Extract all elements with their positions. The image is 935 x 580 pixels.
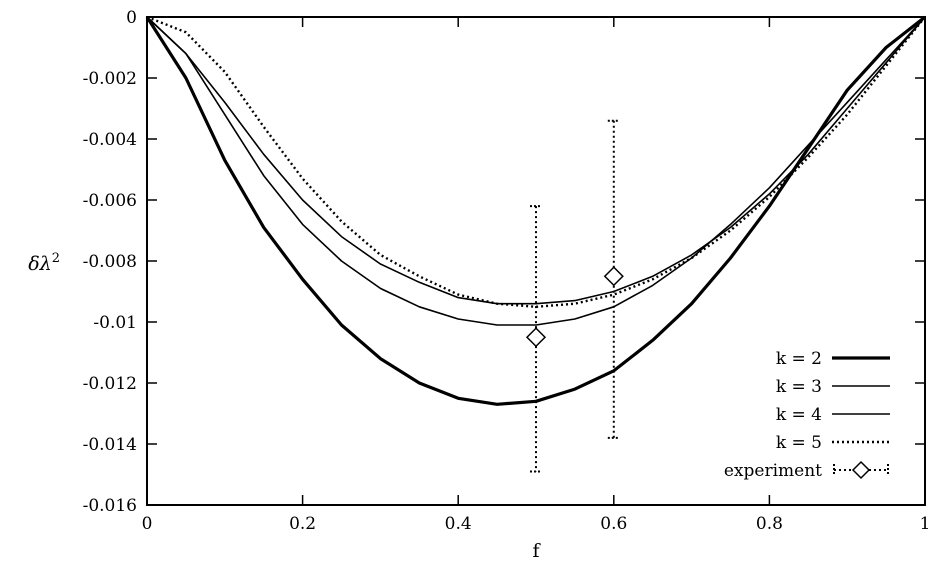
tick-labels: 0 0.2 0.4 0.6 0.8 1 0 -0.002 -0.004 -0.006 -0.008 -… — [83, 8, 931, 534]
y-tick-label: -0.016 — [83, 496, 137, 516]
y-tick-label: -0.014 — [83, 435, 137, 455]
y-axis-title-main: δλ — [28, 253, 51, 275]
x-tick-label: 1 — [920, 514, 931, 534]
x-tick-label: 0.2 — [289, 514, 316, 534]
series-line-k4 — [146, 16, 926, 305]
y-tick-label: -0.004 — [83, 130, 137, 150]
x-tick-label: 0.4 — [445, 514, 472, 534]
y-axis-title: δλ2 — [28, 251, 60, 275]
legend: k = 2 k = 3 k = 4 k = 5 experiment — [724, 349, 890, 481]
experiment-layer — [525, 119, 624, 473]
legend-label: k = 5 — [776, 433, 822, 453]
plot-frame — [146, 16, 926, 506]
legend-experiment-marker — [851, 460, 871, 480]
y-tick-label: -0.012 — [83, 374, 137, 394]
x-tick-label: 0.6 — [600, 514, 627, 534]
legend-label: k = 4 — [776, 405, 822, 425]
series-line-k5 — [146, 15, 926, 308]
x-axis-title: f — [532, 540, 541, 562]
y-tick-label: -0.008 — [83, 252, 137, 272]
y-tick-label: -0.002 — [83, 69, 137, 89]
legend-label: k = 3 — [776, 377, 822, 397]
legend-label: experiment — [724, 461, 822, 481]
experiment-point — [603, 266, 624, 287]
experiment-point — [525, 327, 547, 348]
y-tick-label: -0.01 — [93, 313, 137, 333]
y-tick-label: 0 — [126, 8, 137, 28]
x-tick-label: 0 — [142, 514, 153, 534]
y-axis-title-superscript: 2 — [52, 251, 60, 266]
y-tick-label: -0.006 — [83, 191, 137, 211]
series-line-k3 — [146, 16, 926, 326]
x-tick-label: 0.8 — [756, 514, 783, 534]
legend-label: k = 2 — [776, 349, 822, 369]
